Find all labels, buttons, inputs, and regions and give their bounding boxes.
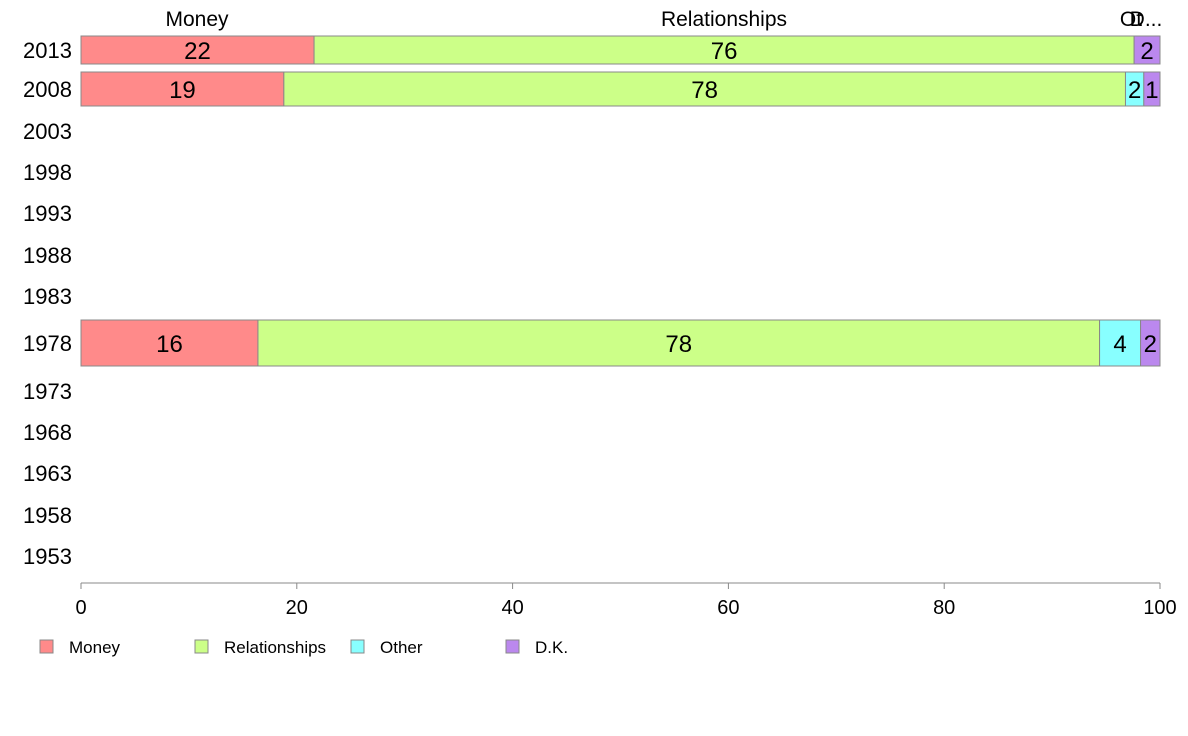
y-tick-label-1968: 1968 bbox=[23, 420, 72, 445]
y-tick-label-1993: 1993 bbox=[23, 201, 72, 226]
bar-segment-2013-d-k- bbox=[1133, 35, 1161, 65]
y-tick-label-1958: 1958 bbox=[23, 503, 72, 528]
legend-label-d-k-: D.K. bbox=[535, 638, 568, 657]
bar-segment-1978-d-k- bbox=[1140, 319, 1161, 367]
top-label-4: D... bbox=[1130, 8, 1163, 31]
data-label-2008-other: 2 bbox=[1128, 77, 1141, 104]
y-tick-label-1953: 1953 bbox=[23, 544, 72, 569]
legend-label-other: Other bbox=[380, 638, 423, 657]
bar-segment-1978-relationships bbox=[257, 319, 1101, 367]
bar-segment-2008-relationships bbox=[283, 71, 1126, 107]
x-axis: 0 20 40 60 80 100 bbox=[75, 582, 1177, 619]
y-tick-label-1983: 1983 bbox=[23, 284, 72, 309]
bar-segment-2008-money bbox=[80, 71, 285, 107]
y-tick-label-1973: 1973 bbox=[23, 379, 72, 404]
legend-label-money: Money bbox=[69, 638, 121, 657]
data-label-2013-money: 22 bbox=[184, 38, 211, 65]
y-tick-label-1998: 1998 bbox=[23, 160, 72, 185]
data-label-2008-d-k-: 1 bbox=[1145, 77, 1158, 104]
top-label-2: Relationships bbox=[661, 8, 787, 31]
data-label-2008-relationships: 78 bbox=[691, 77, 718, 104]
x-tick-label-100: 100 bbox=[1143, 597, 1176, 619]
y-axis-labels: 2013 2008 2003 1998 1993 1988 1983 1978 1973 1968… bbox=[23, 38, 72, 569]
legend-label-relationships: Relationships bbox=[224, 638, 326, 657]
x-tick-label-0: 0 bbox=[75, 597, 86, 619]
legend-swatch-relationships bbox=[194, 639, 209, 654]
legend-swatch-money bbox=[39, 639, 54, 654]
y-tick-label-1978: 1978 bbox=[23, 331, 72, 356]
x-tick-label-80: 80 bbox=[933, 597, 955, 619]
bars: 16 78 4 219 78 2 122 76 2 bbox=[80, 35, 1161, 367]
legend: Money Relationships Other D.K. bbox=[39, 638, 568, 657]
data-label-2013-relationships: 76 bbox=[711, 38, 738, 65]
y-tick-label-2003: 2003 bbox=[23, 119, 72, 144]
data-label-2008-money: 19 bbox=[169, 77, 196, 104]
x-tick-label-20: 20 bbox=[286, 597, 308, 619]
legend-swatch-other bbox=[350, 639, 365, 654]
data-label-2013-d-k-: 2 bbox=[1140, 38, 1153, 65]
data-label-1978-d-k-: 2 bbox=[1144, 331, 1157, 358]
top-label-3: Ot bbox=[1120, 8, 1142, 31]
data-label-1978-other: 4 bbox=[1113, 331, 1126, 358]
y-tick-label-1963: 1963 bbox=[23, 461, 72, 486]
x-tick-label-60: 60 bbox=[717, 597, 739, 619]
data-label-1978-relationships: 78 bbox=[665, 331, 692, 358]
x-tick-label-40: 40 bbox=[501, 597, 523, 619]
top-label-1: Money bbox=[165, 8, 229, 31]
bar-segment-2013-money bbox=[80, 35, 315, 65]
legend-swatch-d-k- bbox=[505, 639, 520, 654]
bar-segment-2013-relationships bbox=[313, 35, 1135, 65]
y-tick-label-1988: 1988 bbox=[23, 243, 72, 268]
bar-segment-2008-d-k- bbox=[1143, 71, 1161, 107]
y-tick-label-2013: 2013 bbox=[23, 38, 72, 63]
y-tick-label-2008: 2008 bbox=[23, 77, 72, 102]
data-label-1978-money: 16 bbox=[156, 331, 183, 358]
column-header-labels: Money Relationships OtD... bbox=[165, 8, 1162, 31]
